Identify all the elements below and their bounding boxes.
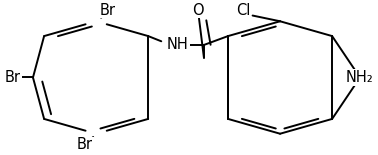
Text: NH₂: NH₂ <box>346 70 374 85</box>
Text: Cl: Cl <box>236 3 250 18</box>
Text: O: O <box>192 3 204 18</box>
Text: Br: Br <box>5 70 21 85</box>
Text: NH: NH <box>167 38 189 52</box>
Text: Br: Br <box>99 3 115 18</box>
Text: Br: Br <box>77 137 93 152</box>
